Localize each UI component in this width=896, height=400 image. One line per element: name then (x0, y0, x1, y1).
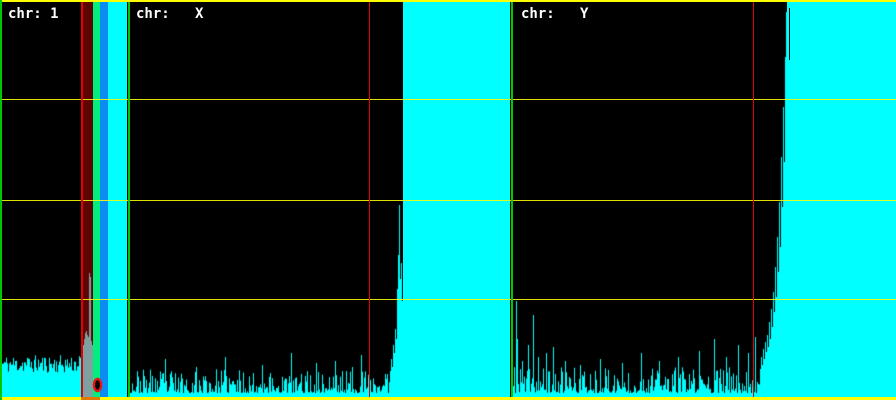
gridline-3 (0, 299, 896, 300)
panel-label-chrX: chr: X (136, 6, 204, 22)
gridline-2 (0, 200, 896, 201)
frame-border-bottom (0, 397, 896, 400)
frame-border-left (0, 0, 2, 400)
coverage-histogram-chr1 (2, 2, 81, 397)
coverage-histogram-chrY (513, 2, 787, 397)
panel-label-chr1: chr: 1 (8, 6, 59, 22)
coverage-histogram-chrX (130, 2, 403, 397)
ring-marker (92, 377, 103, 393)
frame-border-top (0, 0, 896, 2)
red-marker-line-chrY (753, 2, 754, 397)
bottom-orange-segment (81, 397, 100, 400)
chrY-beyond-end-fill (787, 2, 896, 397)
annotation-band-blue (100, 2, 108, 397)
red-marker-line-chrX (369, 2, 370, 397)
red-marker-line-chr1 (81, 2, 83, 397)
panel-divider-2 (511, 0, 513, 400)
panel-divider-1 (128, 0, 130, 400)
chrY-fill-notch (789, 8, 790, 60)
chr1-beyond-end-fill (108, 2, 127, 397)
gridline-1 (0, 99, 896, 100)
annotation-band-green (93, 2, 100, 397)
centromere-gray-bars (83, 2, 93, 397)
panel-label-chrY: chr: Y (521, 6, 589, 22)
chrX-beyond-end-fill (403, 2, 510, 397)
